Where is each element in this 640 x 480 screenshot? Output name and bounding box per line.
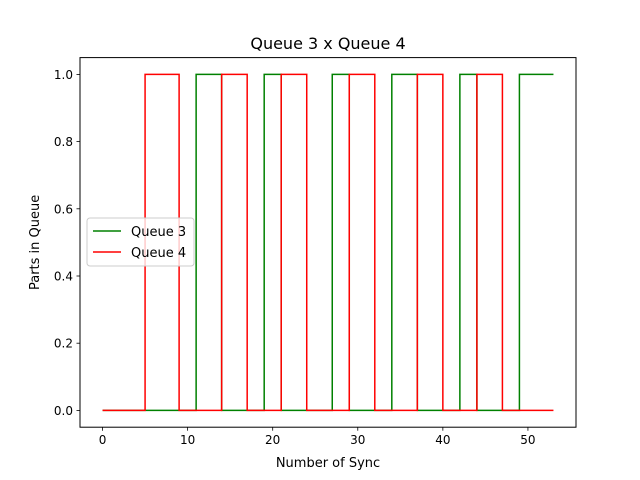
y-tick-label: 0.8 [54, 135, 73, 149]
x-axis-label: Number of Sync [276, 456, 380, 471]
plot-lines [102, 73, 554, 412]
legend-label-queue-3: Queue 3 [131, 225, 186, 240]
y-axis-label: Parts in Queue [28, 195, 43, 290]
y-tick-label: 0.4 [54, 270, 73, 284]
x-tick-label: 0 [99, 433, 107, 447]
y-tick-label: 0.0 [54, 404, 73, 418]
series-line-queue-4 [102, 73, 554, 412]
x-tick-label: 10 [180, 433, 195, 447]
x-tick-label: 50 [520, 433, 535, 447]
y-tick-label: 1.0 [54, 68, 73, 82]
plot-frame [79, 57, 577, 428]
y-tick-label: 0.6 [54, 202, 73, 216]
x-tick-label: 20 [265, 433, 280, 447]
chart-title: Queue 3 x Queue 4 [250, 34, 405, 53]
x-tick-label: 40 [435, 433, 450, 447]
x-tick-label: 30 [350, 433, 365, 447]
ticks: 0 10 20 30 40 50 0.0 0.2 0.4 0.6 0.8 1.0 [54, 68, 536, 447]
legend-box [86, 217, 195, 267]
y-tick-label: 0.2 [54, 337, 73, 351]
legend-label-queue-4: Queue 4 [131, 246, 186, 261]
legend: Queue 3 Queue 4 [86, 217, 195, 267]
